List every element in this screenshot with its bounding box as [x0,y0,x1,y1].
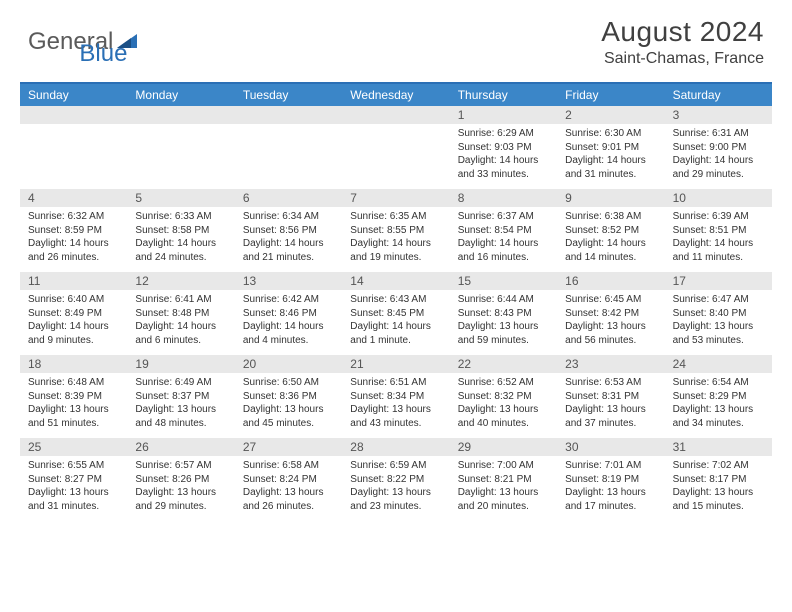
detail-cell [20,124,127,189]
date-cell: 24 [665,355,772,373]
date-row: 18192021222324 [20,355,772,373]
detail-cell: Sunrise: 6:41 AM Sunset: 8:48 PM Dayligh… [127,290,234,355]
date-cell [127,106,234,124]
location-label: Saint-Chamas, France [601,50,764,68]
date-cell: 26 [127,438,234,456]
date-row: 11121314151617 [20,272,772,290]
brand-part2: Blue [79,40,127,68]
detail-cell: Sunrise: 6:47 AM Sunset: 8:40 PM Dayligh… [665,290,772,355]
day-header-cell: Thursday [450,84,557,106]
date-cell [342,106,449,124]
detail-cell: Sunrise: 7:02 AM Sunset: 8:17 PM Dayligh… [665,456,772,521]
detail-cell: Sunrise: 6:45 AM Sunset: 8:42 PM Dayligh… [557,290,664,355]
date-cell: 15 [450,272,557,290]
detail-cell: Sunrise: 7:00 AM Sunset: 8:21 PM Dayligh… [450,456,557,521]
detail-cell: Sunrise: 6:52 AM Sunset: 8:32 PM Dayligh… [450,373,557,438]
detail-cell: Sunrise: 6:29 AM Sunset: 9:03 PM Dayligh… [450,124,557,189]
date-cell: 6 [235,189,342,207]
date-cell: 31 [665,438,772,456]
detail-row: Sunrise: 6:55 AM Sunset: 8:27 PM Dayligh… [20,456,772,521]
date-cell: 28 [342,438,449,456]
detail-cell: Sunrise: 6:43 AM Sunset: 8:45 PM Dayligh… [342,290,449,355]
date-cell: 7 [342,189,449,207]
detail-row: Sunrise: 6:29 AM Sunset: 9:03 PM Dayligh… [20,124,772,189]
detail-cell: Sunrise: 6:31 AM Sunset: 9:00 PM Dayligh… [665,124,772,189]
date-cell: 4 [20,189,127,207]
date-cell [235,106,342,124]
date-cell: 3 [665,106,772,124]
detail-row: Sunrise: 6:32 AM Sunset: 8:59 PM Dayligh… [20,207,772,272]
date-cell: 25 [20,438,127,456]
date-cell: 19 [127,355,234,373]
date-cell: 17 [665,272,772,290]
detail-cell: Sunrise: 6:37 AM Sunset: 8:54 PM Dayligh… [450,207,557,272]
day-header-cell: Sunday [20,84,127,106]
date-row: 123 [20,106,772,124]
date-row: 45678910 [20,189,772,207]
detail-cell: Sunrise: 6:44 AM Sunset: 8:43 PM Dayligh… [450,290,557,355]
date-cell: 27 [235,438,342,456]
date-cell: 16 [557,272,664,290]
detail-cell: Sunrise: 6:50 AM Sunset: 8:36 PM Dayligh… [235,373,342,438]
month-title: August 2024 [601,16,764,48]
date-cell: 5 [127,189,234,207]
date-cell: 23 [557,355,664,373]
detail-cell: Sunrise: 6:59 AM Sunset: 8:22 PM Dayligh… [342,456,449,521]
date-cell: 2 [557,106,664,124]
day-header-cell: Saturday [665,84,772,106]
detail-cell: Sunrise: 6:35 AM Sunset: 8:55 PM Dayligh… [342,207,449,272]
detail-cell: Sunrise: 6:49 AM Sunset: 8:37 PM Dayligh… [127,373,234,438]
detail-cell: Sunrise: 6:58 AM Sunset: 8:24 PM Dayligh… [235,456,342,521]
title-block: August 2024 Saint-Chamas, France [601,16,764,68]
detail-cell: Sunrise: 6:30 AM Sunset: 9:01 PM Dayligh… [557,124,664,189]
day-header-row: SundayMondayTuesdayWednesdayThursdayFrid… [20,84,772,106]
detail-cell: Sunrise: 6:53 AM Sunset: 8:31 PM Dayligh… [557,373,664,438]
detail-cell: Sunrise: 6:40 AM Sunset: 8:49 PM Dayligh… [20,290,127,355]
detail-cell: Sunrise: 6:39 AM Sunset: 8:51 PM Dayligh… [665,207,772,272]
day-header-cell: Friday [557,84,664,106]
detail-cell: Sunrise: 7:01 AM Sunset: 8:19 PM Dayligh… [557,456,664,521]
date-cell: 22 [450,355,557,373]
date-cell: 10 [665,189,772,207]
detail-cell: Sunrise: 6:57 AM Sunset: 8:26 PM Dayligh… [127,456,234,521]
detail-cell: Sunrise: 6:32 AM Sunset: 8:59 PM Dayligh… [20,207,127,272]
day-header-cell: Monday [127,84,234,106]
detail-cell: Sunrise: 6:42 AM Sunset: 8:46 PM Dayligh… [235,290,342,355]
brand-logo: General Blue [28,16,127,68]
date-row: 25262728293031 [20,438,772,456]
calendar-grid: SundayMondayTuesdayWednesdayThursdayFrid… [20,82,772,521]
date-cell: 14 [342,272,449,290]
detail-cell [342,124,449,189]
date-cell: 8 [450,189,557,207]
date-cell: 18 [20,355,127,373]
date-cell: 11 [20,272,127,290]
detail-row: Sunrise: 6:48 AM Sunset: 8:39 PM Dayligh… [20,373,772,438]
detail-cell: Sunrise: 6:54 AM Sunset: 8:29 PM Dayligh… [665,373,772,438]
date-cell: 9 [557,189,664,207]
date-cell: 13 [235,272,342,290]
date-cell: 21 [342,355,449,373]
day-header-cell: Tuesday [235,84,342,106]
detail-cell: Sunrise: 6:55 AM Sunset: 8:27 PM Dayligh… [20,456,127,521]
date-cell: 1 [450,106,557,124]
detail-row: Sunrise: 6:40 AM Sunset: 8:49 PM Dayligh… [20,290,772,355]
detail-cell [127,124,234,189]
date-cell [20,106,127,124]
detail-cell: Sunrise: 6:33 AM Sunset: 8:58 PM Dayligh… [127,207,234,272]
detail-cell: Sunrise: 6:48 AM Sunset: 8:39 PM Dayligh… [20,373,127,438]
day-header-cell: Wednesday [342,84,449,106]
date-cell: 29 [450,438,557,456]
detail-cell [235,124,342,189]
detail-cell: Sunrise: 6:38 AM Sunset: 8:52 PM Dayligh… [557,207,664,272]
detail-cell: Sunrise: 6:51 AM Sunset: 8:34 PM Dayligh… [342,373,449,438]
date-cell: 12 [127,272,234,290]
page-header: General Blue August 2024 Saint-Chamas, F… [0,0,792,76]
date-cell: 20 [235,355,342,373]
detail-cell: Sunrise: 6:34 AM Sunset: 8:56 PM Dayligh… [235,207,342,272]
date-cell: 30 [557,438,664,456]
